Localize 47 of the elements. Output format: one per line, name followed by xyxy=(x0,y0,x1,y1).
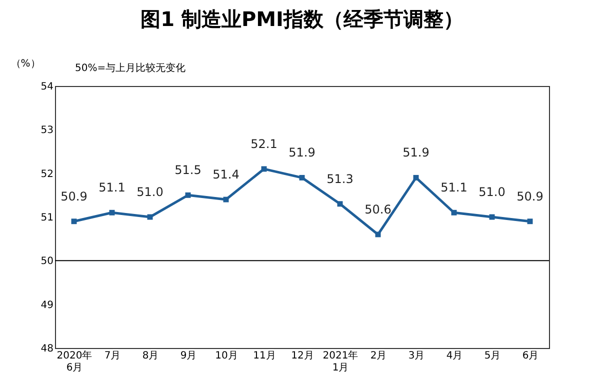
data-label: 51.0 xyxy=(478,185,506,199)
y-axis-title: （%） xyxy=(10,58,40,70)
point xyxy=(109,210,115,216)
y-tick-label: 53 xyxy=(40,125,54,136)
x-tick-label: 10月 xyxy=(215,350,238,362)
chart-title: 图1 制造业PMI指数（经季节调整） xyxy=(140,7,464,31)
point xyxy=(261,166,267,172)
y-tick-label: 50 xyxy=(40,256,54,268)
data-label: 50.6 xyxy=(364,202,392,216)
data-label: 51.9 xyxy=(288,146,316,160)
x-tick-label: 2020年 6月 xyxy=(56,350,92,374)
x-tick-label: 12月 xyxy=(291,350,314,362)
y-tick-label: 49 xyxy=(40,300,54,311)
y-tick-label: 51 xyxy=(40,212,54,224)
point xyxy=(375,232,381,238)
x-tick-label: 3月 xyxy=(408,350,425,362)
data-label: 51.9 xyxy=(402,146,430,160)
x-tick-label: 5月 xyxy=(484,350,501,362)
point xyxy=(337,201,343,207)
x-tick-label: 4月 xyxy=(446,350,463,362)
x-tick-label: 7月 xyxy=(104,350,121,362)
data-label: 51.0 xyxy=(136,185,164,199)
point xyxy=(185,192,191,198)
point xyxy=(71,218,77,224)
point xyxy=(413,174,419,180)
point xyxy=(299,174,305,180)
y-tick-label: 52 xyxy=(40,168,54,180)
data-label: 52.1 xyxy=(250,136,278,151)
data-label: 50.9 xyxy=(60,189,88,204)
data-label: 51.4 xyxy=(212,168,240,182)
data-label: 51.1 xyxy=(98,180,126,195)
data-label: 50.9 xyxy=(516,189,544,204)
x-tick-label: 8月 xyxy=(142,350,159,362)
text: 50%=与上月比较无变化 xyxy=(75,62,186,74)
data-label: 51.3 xyxy=(326,172,354,186)
point xyxy=(527,218,533,224)
point xyxy=(223,196,229,202)
data-label: 51.1 xyxy=(440,180,468,195)
y-tick-label: 54 xyxy=(40,82,54,92)
data-label: 51.5 xyxy=(174,163,202,178)
x-tick-label: 2月 xyxy=(370,350,387,362)
x-tick-label: 9月 xyxy=(180,350,197,362)
point xyxy=(451,210,457,216)
y-tick-label: 48 xyxy=(40,344,54,354)
x-tick-label: 6月 xyxy=(522,350,539,362)
x-tick-label: 2021年 1月 xyxy=(322,350,358,374)
x-tick-label: 11月 xyxy=(253,350,276,362)
